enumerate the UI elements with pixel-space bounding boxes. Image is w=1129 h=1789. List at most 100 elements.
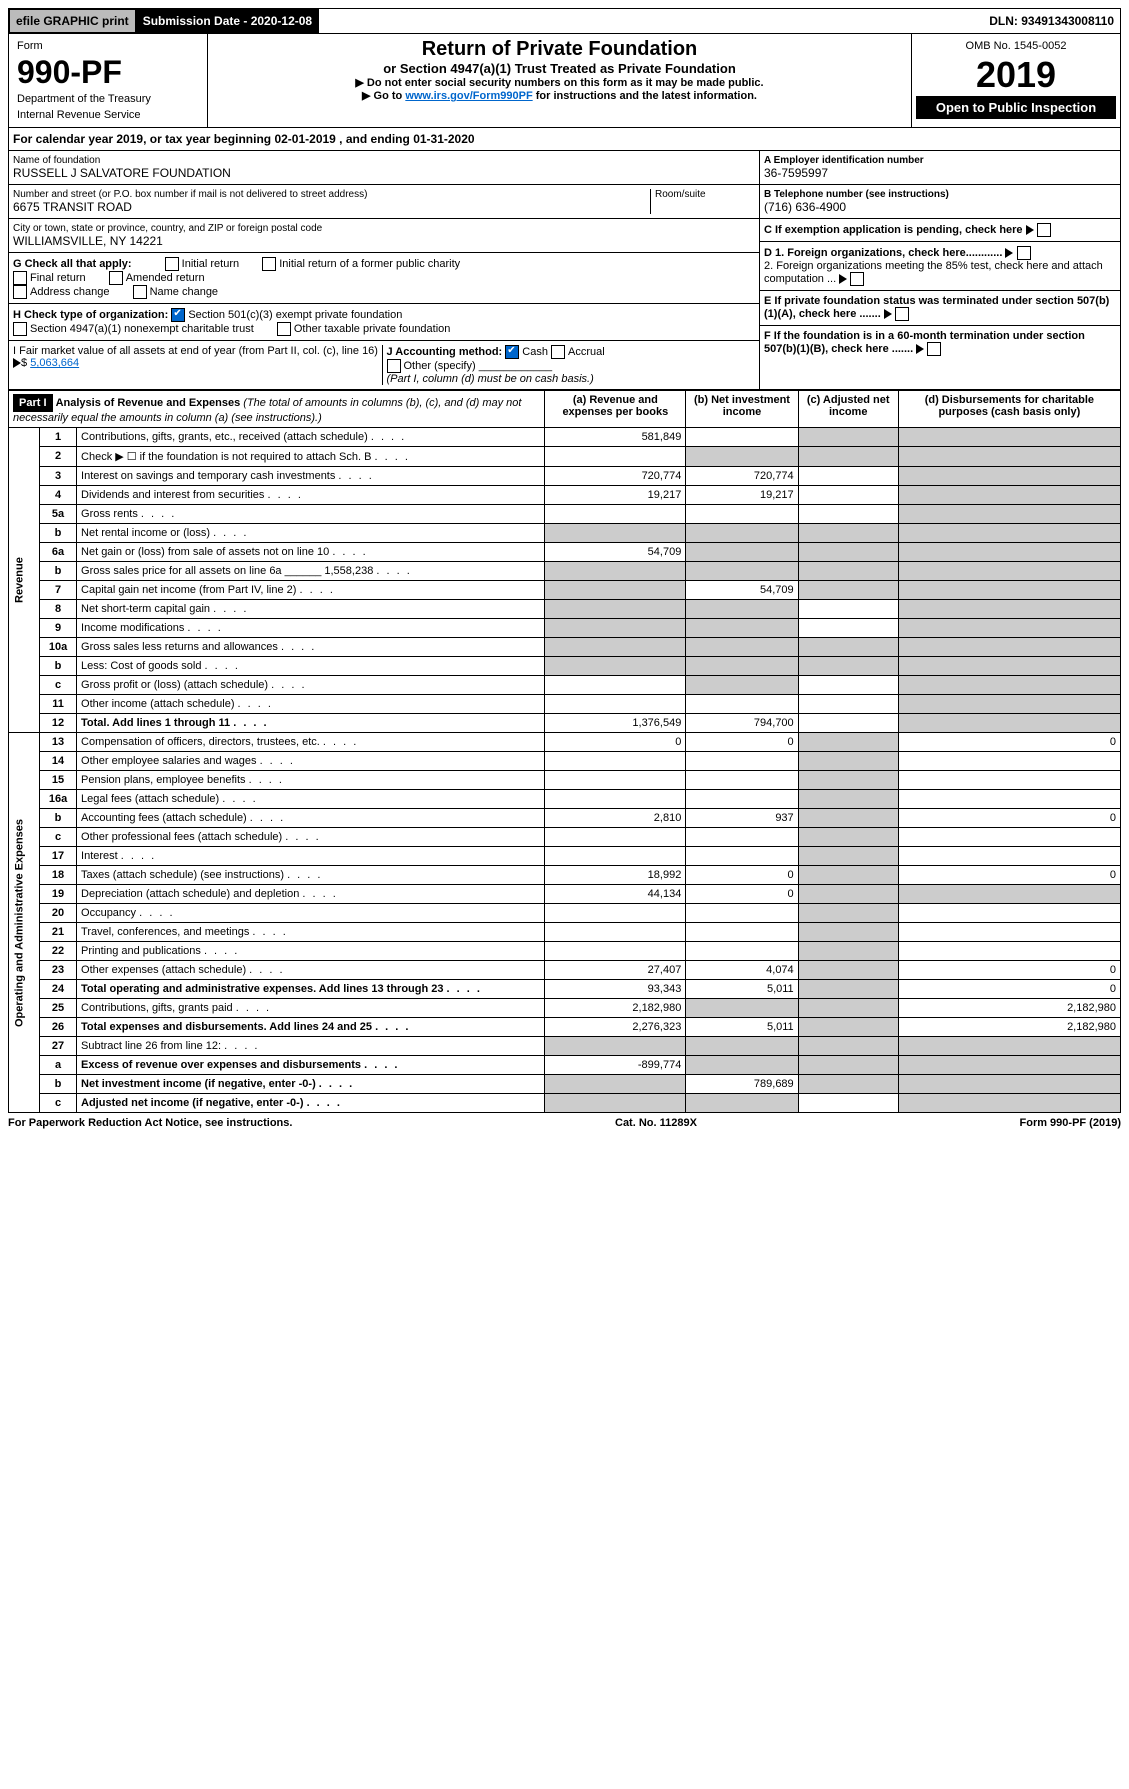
cell	[798, 428, 898, 447]
table-row: aExcess of revenue over expenses and dis…	[9, 1056, 1121, 1075]
checkbox-cash[interactable]	[505, 345, 519, 359]
efile-button[interactable]: efile GRAPHIC print	[9, 9, 136, 33]
checkbox-other-tax[interactable]	[277, 322, 291, 336]
cell: 720,774	[686, 467, 798, 486]
checkbox-4947[interactable]	[13, 322, 27, 336]
checkbox-c[interactable]	[1037, 223, 1051, 237]
d2-label: 2. Foreign organizations meeting the 85%…	[764, 260, 1103, 285]
cell	[686, 619, 798, 638]
cell	[545, 828, 686, 847]
expenses-section-label: Operating and Administrative Expenses	[9, 733, 40, 1113]
cell	[686, 847, 798, 866]
checkbox-name[interactable]	[133, 285, 147, 299]
part1-table: Part I Analysis of Revenue and Expenses …	[8, 390, 1121, 1113]
row-number: 13	[40, 733, 77, 752]
table-row: 20Occupancy . . . .	[9, 904, 1121, 923]
cell: 794,700	[686, 714, 798, 733]
table-row: Revenue1Contributions, gifts, grants, et…	[9, 428, 1121, 447]
cell: 581,849	[545, 428, 686, 447]
form-label: Form	[13, 38, 203, 54]
row-desc: Net short-term capital gain . . . .	[77, 600, 545, 619]
j-note: (Part I, column (d) must be on cash basi…	[387, 373, 594, 385]
cell: 5,011	[686, 980, 798, 999]
cell: 44,134	[545, 885, 686, 904]
cell	[545, 1075, 686, 1094]
checkbox-501c3[interactable]	[171, 308, 185, 322]
row-desc: Accounting fees (attach schedule) . . . …	[77, 809, 545, 828]
cell	[798, 581, 898, 600]
row-desc: Net investment income (if negative, ente…	[77, 1075, 545, 1094]
checkbox-other-acct[interactable]	[387, 359, 401, 373]
cell	[898, 771, 1120, 790]
g-label: G Check all that apply:	[13, 258, 132, 270]
cell	[798, 657, 898, 676]
cell	[898, 1094, 1120, 1113]
checkbox-initial-former[interactable]	[262, 257, 276, 271]
checkbox-address[interactable]	[13, 285, 27, 299]
cell	[898, 847, 1120, 866]
checkbox-amended[interactable]	[109, 271, 123, 285]
cell	[798, 790, 898, 809]
cell	[898, 447, 1120, 467]
checkbox-e[interactable]	[895, 307, 909, 321]
cell: 19,217	[686, 486, 798, 505]
table-row: 15Pension plans, employee benefits . . .…	[9, 771, 1121, 790]
cell	[686, 942, 798, 961]
cell: -899,774	[545, 1056, 686, 1075]
checkbox-d1[interactable]	[1017, 246, 1031, 260]
table-row: bNet rental income or (loss) . . . .	[9, 524, 1121, 543]
form-title: Return of Private Foundation	[212, 38, 907, 61]
row-number: 5a	[40, 505, 77, 524]
row-desc: Occupancy . . . .	[77, 904, 545, 923]
cell	[798, 714, 898, 733]
table-row: 5aGross rents . . . .	[9, 505, 1121, 524]
form-link[interactable]: www.irs.gov/Form990PF	[405, 90, 532, 102]
row-desc: Contributions, gifts, grants paid . . . …	[77, 999, 545, 1018]
cell	[798, 942, 898, 961]
cell	[545, 923, 686, 942]
cell: 0	[898, 866, 1120, 885]
submission-date: Submission Date - 2020-12-08	[136, 9, 319, 33]
row-desc: Total expenses and disbursements. Add li…	[77, 1018, 545, 1037]
row-number: b	[40, 562, 77, 581]
cell	[898, 676, 1120, 695]
row-number: 4	[40, 486, 77, 505]
table-row: 25Contributions, gifts, grants paid . . …	[9, 999, 1121, 1018]
cell	[545, 1037, 686, 1056]
cell	[898, 543, 1120, 562]
city-label: City or town, state or province, country…	[13, 223, 755, 234]
cell	[545, 695, 686, 714]
col-d: (d) Disbursements for charitable purpose…	[898, 391, 1120, 428]
row-desc: Legal fees (attach schedule) . . . .	[77, 790, 545, 809]
row-desc: Contributions, gifts, grants, etc., rece…	[77, 428, 545, 447]
cell	[686, 923, 798, 942]
cell	[898, 904, 1120, 923]
checkbox-initial[interactable]	[165, 257, 179, 271]
table-row: 8Net short-term capital gain . . . .	[9, 600, 1121, 619]
checkbox-f[interactable]	[927, 342, 941, 356]
row-number: 1	[40, 428, 77, 447]
cell	[898, 657, 1120, 676]
telephone: (716) 636-4900	[764, 200, 1116, 214]
checkbox-d2[interactable]	[850, 272, 864, 286]
row-number: b	[40, 809, 77, 828]
part1-title: Analysis of Revenue and Expenses	[56, 397, 241, 409]
row-desc: Depreciation (attach schedule) and deple…	[77, 885, 545, 904]
cell: 0	[898, 980, 1120, 999]
checkbox-final[interactable]	[13, 271, 27, 285]
row-number: 18	[40, 866, 77, 885]
table-row: cOther professional fees (attach schedul…	[9, 828, 1121, 847]
cell	[798, 1018, 898, 1037]
table-row: cGross profit or (loss) (attach schedule…	[9, 676, 1121, 695]
fmv-value: 5,063,664	[30, 357, 79, 369]
cell	[686, 771, 798, 790]
table-row: 27Subtract line 26 from line 12: . . . .	[9, 1037, 1121, 1056]
table-row: 10aGross sales less returns and allowanc…	[9, 638, 1121, 657]
cell	[898, 923, 1120, 942]
cell	[898, 638, 1120, 657]
checkbox-accrual[interactable]	[551, 345, 565, 359]
part1-header: Part I	[13, 394, 53, 412]
cell	[798, 486, 898, 505]
row-number: 20	[40, 904, 77, 923]
cell	[798, 695, 898, 714]
